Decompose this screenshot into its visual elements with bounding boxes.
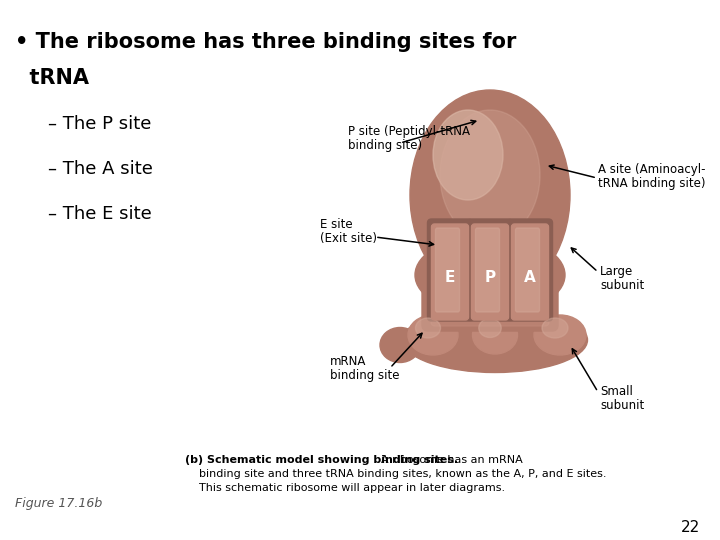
Text: – The A site: – The A site bbox=[48, 160, 153, 178]
Text: Figure 17.16b: Figure 17.16b bbox=[15, 497, 102, 510]
Ellipse shape bbox=[380, 327, 420, 362]
FancyBboxPatch shape bbox=[511, 224, 549, 320]
Ellipse shape bbox=[402, 307, 588, 373]
Text: Small: Small bbox=[600, 385, 633, 398]
Ellipse shape bbox=[542, 318, 568, 338]
Text: A: A bbox=[524, 271, 536, 286]
Text: • The ribosome has three binding sites for: • The ribosome has three binding sites f… bbox=[15, 32, 516, 52]
FancyBboxPatch shape bbox=[467, 219, 513, 321]
Ellipse shape bbox=[534, 315, 586, 355]
FancyBboxPatch shape bbox=[428, 219, 472, 321]
Ellipse shape bbox=[415, 235, 565, 315]
Ellipse shape bbox=[433, 110, 503, 200]
FancyBboxPatch shape bbox=[431, 224, 469, 320]
Text: – The E site: – The E site bbox=[48, 205, 152, 223]
FancyBboxPatch shape bbox=[436, 228, 459, 312]
Text: – The P site: – The P site bbox=[48, 115, 151, 133]
Ellipse shape bbox=[410, 90, 570, 300]
Text: (Exit site): (Exit site) bbox=[320, 232, 377, 245]
FancyBboxPatch shape bbox=[475, 228, 500, 312]
Text: subunit: subunit bbox=[600, 399, 644, 412]
Text: subunit: subunit bbox=[600, 279, 644, 292]
Ellipse shape bbox=[479, 319, 501, 338]
Text: E: E bbox=[445, 271, 455, 286]
Text: mRNA: mRNA bbox=[330, 355, 366, 368]
Ellipse shape bbox=[440, 110, 540, 240]
FancyBboxPatch shape bbox=[508, 219, 552, 321]
Text: Large: Large bbox=[600, 265, 634, 278]
Text: binding site: binding site bbox=[330, 369, 400, 382]
Text: A site (Aminoacyl-: A site (Aminoacyl- bbox=[598, 163, 706, 176]
Ellipse shape bbox=[408, 315, 458, 355]
Text: binding site and three tRNA binding sites, known as the A, P, and E sites.: binding site and three tRNA binding site… bbox=[199, 469, 606, 479]
Text: This schematic ribosome will appear in later diagrams.: This schematic ribosome will appear in l… bbox=[199, 483, 505, 493]
Text: binding site): binding site) bbox=[348, 139, 422, 152]
Text: P site (Peptidyl-tRNA: P site (Peptidyl-tRNA bbox=[348, 125, 470, 138]
Text: A ribosome has an mRNA: A ribosome has an mRNA bbox=[381, 455, 523, 465]
Text: tRNA: tRNA bbox=[15, 68, 89, 88]
Text: E site: E site bbox=[320, 218, 353, 231]
Ellipse shape bbox=[415, 318, 441, 338]
FancyBboxPatch shape bbox=[516, 228, 539, 312]
FancyBboxPatch shape bbox=[422, 279, 558, 331]
Text: tRNA binding site): tRNA binding site) bbox=[598, 177, 706, 190]
FancyBboxPatch shape bbox=[472, 224, 508, 320]
Ellipse shape bbox=[472, 316, 518, 354]
FancyBboxPatch shape bbox=[431, 284, 549, 326]
Text: 22: 22 bbox=[680, 520, 700, 535]
Text: P: P bbox=[485, 271, 495, 286]
Text: (b) Schematic model showing binding sites.: (b) Schematic model showing binding site… bbox=[185, 455, 458, 465]
